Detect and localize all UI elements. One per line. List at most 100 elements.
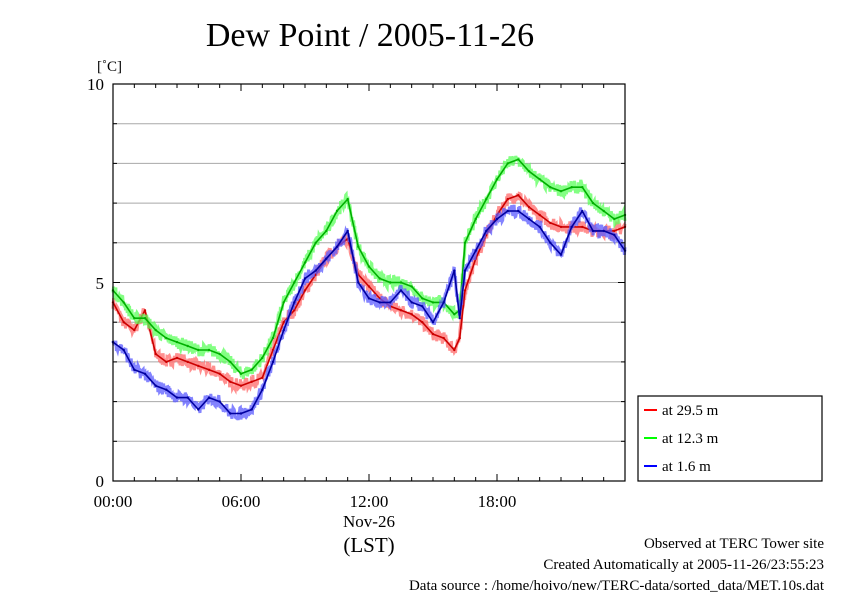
data-point	[549, 186, 552, 189]
data-point	[293, 281, 296, 284]
y-tick-label-0: 0	[96, 472, 105, 491]
data-point	[282, 321, 285, 324]
data-point	[239, 412, 243, 415]
data-point	[538, 213, 541, 217]
data-point	[154, 328, 157, 332]
x-tick-label-1: 06:00	[222, 492, 261, 511]
data-point	[175, 340, 179, 344]
series-at-12-3-m	[111, 155, 627, 380]
data-point	[527, 205, 531, 209]
data-point	[122, 301, 125, 304]
data-point	[197, 364, 200, 368]
data-point	[463, 289, 467, 292]
data-point	[613, 217, 616, 221]
data-point	[410, 285, 413, 288]
data-point	[410, 313, 413, 316]
data-point	[559, 225, 563, 229]
data-point	[367, 285, 371, 288]
data-point	[207, 348, 211, 352]
data-point	[367, 265, 371, 268]
data-point	[527, 217, 531, 221]
data-point	[591, 201, 595, 205]
data-point	[271, 360, 275, 364]
data-point	[165, 388, 168, 391]
data-point	[335, 245, 339, 248]
data-point	[207, 396, 211, 399]
data-point	[325, 257, 328, 260]
data-point	[175, 396, 179, 399]
data-point	[133, 317, 136, 320]
data-point	[186, 360, 189, 364]
data-point	[293, 309, 296, 312]
data-point	[431, 301, 435, 304]
x-tick-label-0: 00:00	[94, 492, 133, 511]
data-point	[570, 186, 573, 189]
data-point	[154, 352, 157, 356]
data-point	[250, 368, 253, 371]
data-point	[154, 384, 157, 387]
x-date-label: Nov-26	[343, 512, 395, 531]
data-point	[421, 305, 424, 308]
data-point	[143, 372, 147, 375]
data-point	[378, 301, 381, 304]
data-point	[495, 217, 499, 221]
data-point	[591, 229, 595, 233]
data-point	[442, 301, 445, 304]
data-point	[399, 309, 403, 312]
data-point	[431, 332, 435, 336]
data-point	[229, 412, 232, 415]
data-point	[133, 368, 136, 371]
data-point	[453, 348, 456, 352]
data-point	[314, 269, 317, 272]
data-point	[463, 269, 467, 272]
series-line	[112, 210, 626, 415]
data-point	[186, 344, 189, 348]
data-point	[474, 249, 477, 252]
data-point	[389, 301, 392, 304]
data-point	[453, 269, 456, 272]
data-point	[207, 368, 211, 371]
data-point	[506, 162, 509, 165]
data-point	[538, 178, 541, 181]
data-point	[218, 372, 221, 375]
data-point	[389, 281, 392, 284]
x-axis-label: (LST)	[343, 533, 394, 557]
data-point	[506, 197, 509, 201]
data-point	[570, 225, 573, 229]
data-point	[165, 336, 168, 340]
data-point	[197, 348, 200, 352]
y-tick-label-10: 10	[87, 75, 104, 94]
data-point	[549, 241, 552, 244]
y-tick-label-5: 5	[96, 274, 105, 293]
data-point	[229, 380, 232, 383]
footer-data-source: Data source : /home/hoivo/new/TERC-data/…	[408, 578, 824, 594]
data-point	[506, 209, 509, 213]
data-point	[559, 190, 563, 193]
data-point	[581, 186, 584, 189]
data-point	[133, 328, 136, 332]
data-point	[293, 301, 296, 304]
x-tick-label-3: 18:00	[478, 492, 517, 511]
data-point	[282, 301, 285, 304]
data-point	[602, 229, 605, 233]
data-point	[367, 297, 371, 300]
data-point	[378, 277, 381, 280]
y-axis-unit: [˚C]	[97, 59, 122, 75]
data-point	[218, 400, 221, 403]
series-line	[112, 158, 626, 375]
legend-label-12-3m: at 12.3 m	[662, 431, 719, 447]
data-point	[186, 396, 189, 399]
data-point	[602, 209, 605, 213]
data-point	[250, 408, 253, 411]
data-point	[410, 301, 413, 304]
data-point	[517, 209, 520, 213]
data-point	[549, 221, 552, 225]
data-point	[122, 321, 125, 324]
data-point	[474, 217, 477, 221]
data-point	[538, 225, 541, 229]
series-band	[111, 204, 627, 421]
legend-label-29-5m: at 29.5 m	[662, 403, 719, 419]
data-point	[250, 380, 253, 383]
data-point	[346, 197, 349, 201]
series-line	[112, 194, 626, 387]
